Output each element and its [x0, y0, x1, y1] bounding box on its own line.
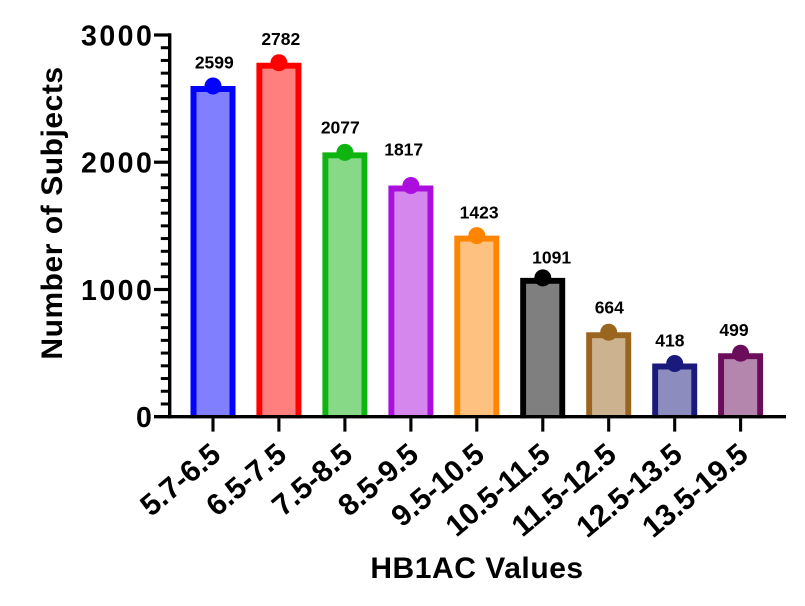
svg-text:Number of Subjects: Number of Subjects	[36, 66, 69, 359]
svg-text:2077: 2077	[321, 118, 360, 138]
svg-text:1000: 1000	[81, 275, 154, 307]
svg-text:1423: 1423	[460, 203, 499, 223]
svg-text:1817: 1817	[384, 140, 423, 160]
svg-text:2782: 2782	[261, 29, 300, 49]
svg-text:1091: 1091	[532, 248, 571, 268]
svg-text:2000: 2000	[81, 148, 154, 180]
svg-text:2599: 2599	[195, 52, 234, 72]
svg-text:418: 418	[655, 330, 684, 350]
svg-text:0: 0	[136, 402, 154, 434]
svg-text:499: 499	[719, 320, 748, 340]
svg-text:3000: 3000	[81, 20, 154, 52]
svg-text:664: 664	[595, 298, 624, 318]
svg-text:HB1AC Values: HB1AC Values	[370, 552, 583, 585]
